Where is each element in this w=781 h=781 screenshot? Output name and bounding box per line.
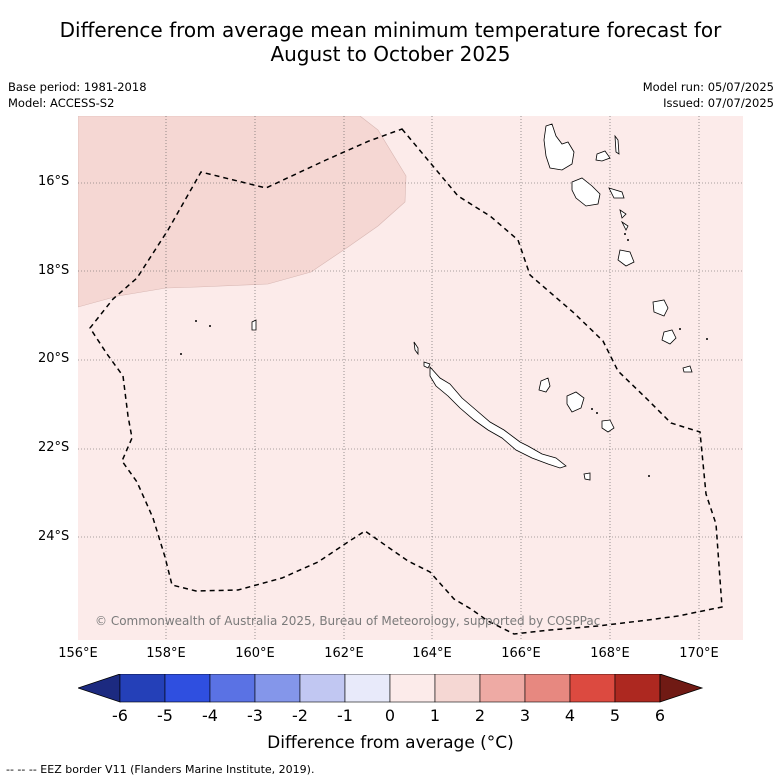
chesterfield-islands — [251, 319, 257, 331]
base-period: Base period: 1981-2018 — [8, 80, 147, 94]
reef-dots — [180, 233, 708, 477]
lat-label-16s: 16°S — [38, 174, 70, 189]
colorbar-tick-label: -4 — [202, 706, 218, 725]
colorbar-tick-label: -3 — [247, 706, 263, 725]
model-name: Model: ACCESS-S2 — [8, 96, 115, 110]
tanna-island — [661, 329, 677, 345]
belep-island — [413, 341, 419, 356]
colorbar-tick-label: -1 — [337, 706, 353, 725]
lon-label-164e: 164°E — [412, 646, 452, 661]
colorbar-title: Difference from average (°C) — [267, 733, 514, 753]
lat-label-24s: 24°S — [38, 529, 70, 544]
colorbar-tick-label: 3 — [519, 706, 531, 725]
lat-label-20s: 20°S — [38, 351, 70, 366]
copyright-credit: © Commonwealth of Australia 2025, Bureau… — [95, 614, 601, 628]
colorbar-tick-label: -2 — [292, 706, 308, 725]
lon-label-168e: 168°E — [590, 646, 630, 661]
colorbar-cell — [254, 674, 301, 703]
shepherd-island — [620, 220, 629, 231]
colorbar-tick-label: 5 — [609, 706, 621, 725]
title-line-2: August to October 2025 — [270, 42, 511, 66]
issued-date: Issued: 07/07/2025 — [663, 96, 774, 110]
maewo-island — [595, 150, 611, 162]
chart-title: Difference from average mean minimum tem… — [0, 18, 781, 66]
anomaly-1-to-2-area — [78, 116, 407, 308]
colorbar-cell — [479, 674, 526, 703]
title-line-1: Difference from average mean minimum tem… — [59, 18, 722, 42]
land-outlines — [251, 123, 693, 481]
isle-of-pines — [583, 472, 591, 481]
mare-island — [601, 419, 615, 433]
espiritu-santo — [543, 123, 575, 171]
colorbar-cell — [344, 674, 391, 703]
colorbar-extend-high — [659, 674, 704, 703]
colorbar-tick-label: 1 — [429, 706, 441, 725]
colorbar — [78, 674, 704, 703]
meta-left: Base period: 1981-2018 Model: ACCESS-S2 — [8, 79, 147, 111]
colorbar-cell — [524, 674, 571, 703]
colorbar-tick-label: 2 — [474, 706, 486, 725]
aneityum-island — [682, 365, 693, 373]
lon-label-162e: 162°E — [324, 646, 364, 661]
eez-legend-note: -- -- -- EEZ border V11 (Flanders Marine… — [6, 763, 315, 776]
efate-island — [617, 249, 635, 267]
lat-label-22s: 22°S — [38, 440, 70, 455]
colorbar-cell — [119, 674, 166, 703]
ambrym-island — [608, 187, 625, 199]
graticule — [78, 116, 743, 640]
colorbar-extend-low — [78, 674, 121, 703]
lon-label-156e: 156°E — [58, 646, 98, 661]
map-svg — [78, 116, 743, 640]
lon-label-166e: 166°E — [501, 646, 541, 661]
lon-label-160e: 160°E — [235, 646, 275, 661]
lat-label-18s: 18°S — [38, 263, 70, 278]
colorbar-tick-label: 0 — [384, 706, 396, 725]
malakula-island — [571, 177, 601, 207]
lon-label-170e: 170°E — [679, 646, 719, 661]
colorbar-cell — [389, 674, 436, 703]
erromango-island — [652, 299, 669, 317]
colorbar-cell — [434, 674, 481, 703]
ouvea-island — [538, 377, 551, 393]
colorbar-cell — [164, 674, 211, 703]
new-caledonia — [429, 365, 567, 469]
epi-island — [619, 209, 627, 219]
colorbar-cell — [614, 674, 661, 703]
pentecost-island — [614, 134, 620, 155]
colorbar-tick-label: -6 — [112, 706, 128, 725]
colorbar-cell — [209, 674, 256, 703]
lon-label-158e: 158°E — [146, 646, 186, 661]
map-panel: © Commonwealth of Australia 2025, Bureau… — [78, 116, 743, 640]
colorbar-tick-label: 4 — [564, 706, 576, 725]
colorbar-cell — [569, 674, 616, 703]
small-island — [423, 361, 431, 369]
lifou-island — [566, 391, 585, 413]
colorbar-tick-label: -5 — [157, 706, 173, 725]
colorbar-tick-label: 6 — [654, 706, 666, 725]
meta-right: Model run: 05/07/2025 Issued: 07/07/2025 — [643, 79, 774, 111]
colorbar-cell — [299, 674, 346, 703]
model-run: Model run: 05/07/2025 — [642, 80, 774, 94]
